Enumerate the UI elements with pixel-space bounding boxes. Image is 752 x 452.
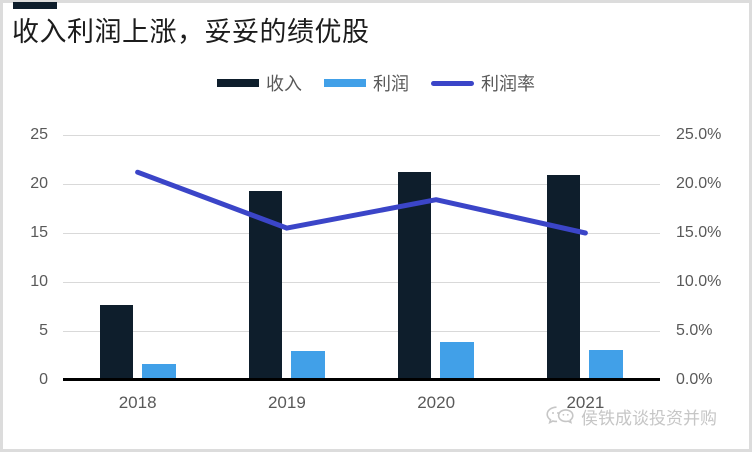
revenue-bar bbox=[248, 190, 282, 380]
y-axis-left: 0 5 10 15 20 25 bbox=[0, 126, 48, 388]
page-title: 收入利润上涨，妥妥的绩优股 bbox=[12, 17, 370, 47]
revenue-bar bbox=[547, 175, 581, 380]
x-axis-label: 2020 bbox=[417, 393, 456, 412]
y-axis-right: 0.0% 5.0% 10.0% 15.0% 20.0% 25.0% bbox=[676, 126, 746, 388]
legend-label: 利润率 bbox=[481, 74, 535, 94]
bar-group-2020 bbox=[362, 135, 511, 380]
revenue-bar bbox=[398, 172, 432, 380]
wechat-icon bbox=[546, 405, 574, 424]
legend-item-利润率: 利润率 bbox=[431, 70, 535, 96]
gridline bbox=[63, 281, 660, 283]
plot-area bbox=[63, 134, 660, 381]
gridline bbox=[63, 330, 660, 332]
x-axis-label: 2019 bbox=[267, 393, 306, 412]
y-axis-right-label: 0.0% bbox=[676, 371, 713, 388]
bar-group-2019 bbox=[212, 135, 361, 380]
y-axis-left-label: 10 bbox=[30, 273, 48, 290]
legend-label: 收入 bbox=[266, 74, 302, 94]
profit-bar bbox=[141, 364, 176, 380]
legend-swatch-bar bbox=[217, 79, 259, 87]
y-axis-left-label: 0 bbox=[39, 371, 48, 388]
x-axis-label: 2018 bbox=[118, 393, 157, 412]
y-axis-right-label: 25.0% bbox=[676, 126, 722, 143]
x-axis-label: 2021 bbox=[566, 393, 605, 412]
watermark: 侯铁成谈投资并购 bbox=[545, 404, 717, 429]
title-accent-bar bbox=[13, 2, 57, 9]
y-axis-right-label: 10.0% bbox=[676, 273, 722, 290]
bar-groups bbox=[63, 135, 660, 380]
y-axis-left-label: 15 bbox=[30, 224, 48, 241]
legend-swatch-bar bbox=[324, 79, 366, 87]
legend-item-利润: 利润 bbox=[324, 70, 409, 96]
revenue-bar bbox=[99, 304, 133, 380]
y-axis-left-label: 25 bbox=[30, 126, 48, 143]
watermark-text: 侯铁成谈投资并购 bbox=[581, 409, 717, 428]
profit-bar bbox=[290, 350, 325, 380]
legend-label: 利润 bbox=[373, 74, 409, 94]
x-axis-line bbox=[63, 378, 660, 381]
gridline bbox=[63, 134, 660, 136]
legend-swatch-line bbox=[431, 80, 474, 86]
profit-bar bbox=[589, 349, 624, 380]
y-axis-left-label: 20 bbox=[30, 175, 48, 192]
y-axis-right-label: 15.0% bbox=[676, 224, 722, 241]
y-axis-right-label: 5.0% bbox=[676, 322, 713, 339]
bar-group-2021 bbox=[511, 135, 660, 380]
x-axis-labels: 2018 2019 2020 2021 bbox=[63, 393, 660, 413]
y-axis-left-label: 5 bbox=[39, 322, 48, 339]
y-axis-right-label: 20.0% bbox=[676, 175, 722, 192]
bar-group-2018 bbox=[63, 135, 212, 380]
profit-bar bbox=[440, 341, 475, 380]
legend-item-收入: 收入 bbox=[217, 70, 302, 96]
legend: 收入 利润 利润率 bbox=[0, 72, 752, 94]
